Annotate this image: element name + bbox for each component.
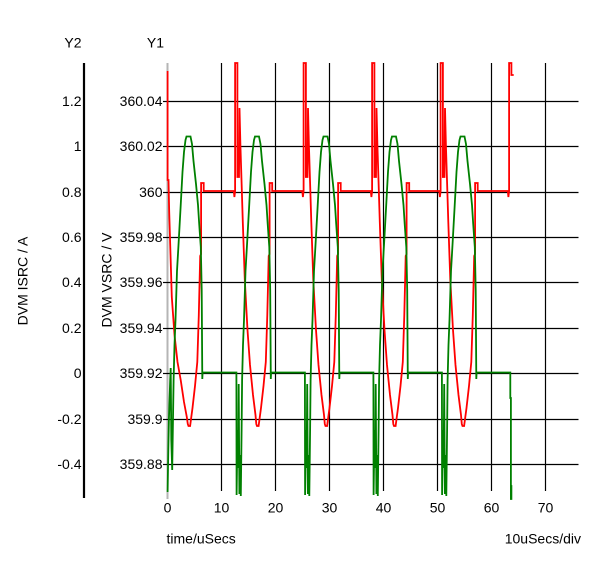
svg-text:30: 30 [322, 500, 338, 516]
svg-text:359.92: 359.92 [120, 365, 163, 381]
svg-text:359.88: 359.88 [120, 456, 163, 472]
svg-text:360.02: 360.02 [120, 138, 163, 154]
svg-text:40: 40 [376, 500, 392, 516]
svg-text:0.4: 0.4 [62, 274, 82, 290]
svg-text:0: 0 [164, 500, 172, 516]
svg-text:10uSecs/div: 10uSecs/div [505, 531, 581, 547]
svg-text:359.9: 359.9 [127, 411, 162, 427]
svg-text:359.98: 359.98 [120, 229, 163, 245]
svg-text:60: 60 [484, 500, 500, 516]
svg-text:359.96: 359.96 [120, 274, 163, 290]
svg-text:10: 10 [214, 500, 230, 516]
svg-text:20: 20 [268, 500, 284, 516]
svg-text:DVM VSRC / V: DVM VSRC / V [99, 232, 115, 328]
svg-text:-0.4: -0.4 [57, 456, 81, 472]
svg-text:0: 0 [74, 365, 82, 381]
svg-text:time/uSecs: time/uSecs [167, 531, 236, 547]
svg-text:Y2: Y2 [64, 35, 81, 51]
svg-text:50: 50 [430, 500, 446, 516]
svg-text:70: 70 [538, 500, 554, 516]
svg-text:Y1: Y1 [147, 35, 164, 51]
svg-text:360.04: 360.04 [120, 93, 163, 109]
svg-text:DVM ISRC / A: DVM ISRC / A [15, 236, 31, 325]
svg-text:0.8: 0.8 [62, 184, 82, 200]
svg-text:-0.2: -0.2 [57, 411, 81, 427]
svg-text:359.94: 359.94 [120, 320, 163, 336]
svg-text:1.2: 1.2 [62, 93, 82, 109]
svg-text:0.6: 0.6 [62, 229, 82, 245]
svg-text:1: 1 [74, 138, 82, 154]
svg-text:0.2: 0.2 [62, 320, 82, 336]
svg-text:360: 360 [139, 184, 163, 200]
